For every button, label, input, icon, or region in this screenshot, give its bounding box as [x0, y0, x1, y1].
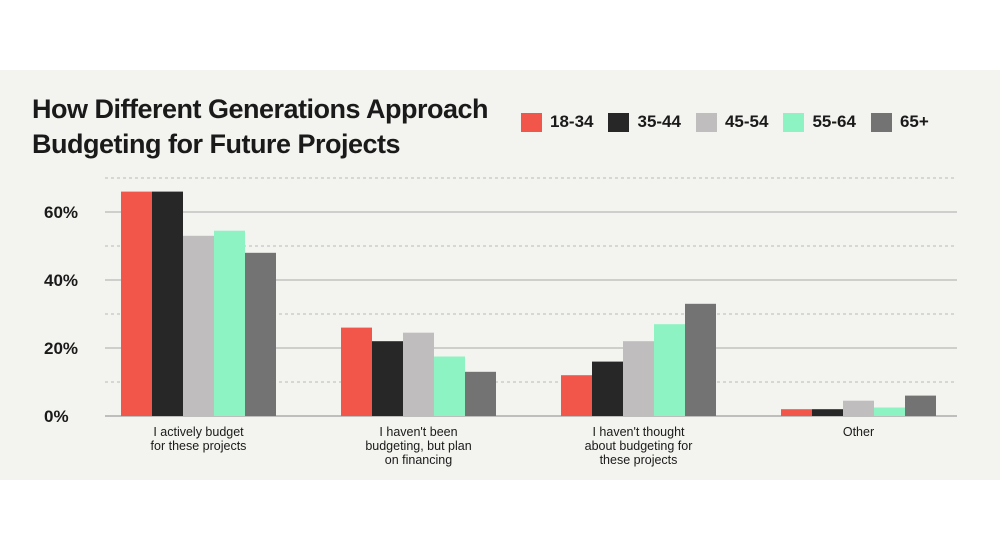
bar-65-plus-cat-2	[465, 371, 496, 416]
chart-title-line-1: How Different Generations Approach	[32, 94, 489, 124]
bar-18-34-cat-2	[341, 327, 372, 416]
category-label-line: for these projects	[150, 439, 247, 453]
category-label-line: Other	[842, 425, 875, 439]
bar-18-34-cat-1	[121, 191, 152, 416]
legend-label-45-54: 45-54	[724, 112, 769, 131]
category-label-line: budgeting, but plan	[365, 439, 472, 453]
bar-18-34-cat-3	[561, 375, 592, 416]
legend-item-18-34: 18-34	[521, 112, 593, 132]
chart-panel: How Different Generations Approach Budge…	[0, 70, 1000, 480]
bar-65-plus-cat-1	[245, 252, 276, 416]
category-label-line: I actively budget	[153, 425, 244, 439]
legend-item-65-plus: 65+	[870, 112, 929, 132]
chart-legend: 18-34 35-44 45-54 55-64 65+	[521, 112, 944, 132]
y-tick-label: 0%	[44, 407, 69, 426]
bar-65-plus-cat-3	[685, 303, 716, 416]
bar-55-64-cat-2	[434, 356, 465, 416]
category-label-line: these projects	[599, 453, 678, 467]
bar-35-44-cat-1	[152, 191, 183, 416]
legend-label-35-44: 35-44	[637, 112, 681, 131]
legend-swatch-55-64	[783, 112, 805, 132]
bar-45-54-cat-3	[623, 341, 654, 416]
legend-label-65-plus: 65+	[899, 112, 929, 131]
legend-label-18-34: 18-34	[550, 112, 594, 131]
legend-swatch-45-54	[695, 112, 717, 132]
bar-45-54-cat-2	[403, 332, 434, 416]
legend-swatch-18-34	[521, 112, 542, 132]
legend-item-55-64: 55-64	[783, 112, 856, 132]
bar-45-54-cat-1	[183, 235, 214, 416]
category-label-not-thought: I haven't thought about budgeting for th…	[544, 425, 734, 467]
bar-55-64-cat-4	[874, 407, 905, 416]
bar-35-44-cat-3	[592, 361, 623, 416]
bar-35-44-cat-2	[372, 341, 403, 416]
legend-item-35-44: 35-44	[608, 112, 681, 132]
legend-swatch-35-44	[608, 112, 630, 132]
y-tick-label: 60%	[44, 203, 78, 222]
legend-label-55-64: 55-64	[812, 112, 856, 131]
legend-item-45-54: 45-54	[695, 112, 769, 132]
category-label-plan-financing: I haven't been budgeting, but plan on fi…	[324, 425, 514, 467]
legend-swatch-65-plus	[870, 112, 892, 132]
category-label-actively-budget: I actively budget for these projects	[104, 425, 294, 453]
y-tick-label: 40%	[44, 271, 78, 290]
chart-title: How Different Generations Approach Budge…	[32, 92, 489, 162]
bar-55-64-cat-1	[214, 230, 245, 416]
y-tick-label: 20%	[44, 339, 78, 358]
bar-35-44-cat-4	[812, 409, 843, 416]
bar-55-64-cat-3	[654, 324, 685, 416]
category-label-line: about budgeting for	[584, 439, 693, 453]
bar-65-plus-cat-4	[905, 395, 936, 416]
category-label-line: on financing	[384, 453, 453, 467]
bar-chart: 60% 40% 20% 0%	[44, 177, 957, 426]
chart-title-line-2: Budgeting for Future Projects	[32, 129, 401, 159]
bar-45-54-cat-4	[843, 400, 874, 416]
bar-18-34-cat-4	[781, 409, 812, 416]
category-label-line: I haven't been	[379, 425, 458, 439]
category-label-line: I haven't thought	[592, 425, 685, 439]
category-label-other: Other	[764, 425, 954, 439]
